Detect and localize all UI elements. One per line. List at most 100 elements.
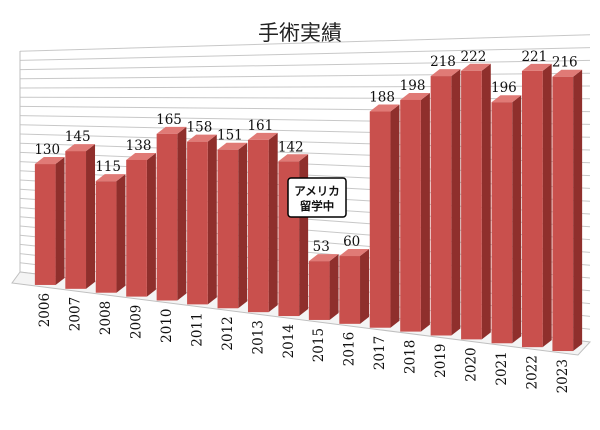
gridline	[19, 96, 591, 100]
gridline	[19, 85, 591, 89]
tick-label-2009: 2009	[129, 305, 145, 339]
bar-side	[420, 92, 430, 332]
bar-side	[116, 174, 126, 293]
tick-label-2012: 2012	[220, 316, 236, 350]
bar-side	[451, 69, 461, 336]
bar-2010	[156, 126, 187, 301]
bar-front	[217, 149, 239, 309]
value-label-2021: 196	[491, 80, 517, 96]
bar-top	[126, 152, 156, 160]
bar-2016	[339, 249, 370, 324]
chart-bars	[34, 63, 583, 352]
value-label-2010: 165	[156, 112, 182, 128]
gridline	[19, 72, 591, 80]
tick-label-2021: 2021	[494, 351, 510, 385]
bar-side	[177, 126, 187, 301]
annotation-frame	[287, 177, 347, 218]
tick-label-2014: 2014	[281, 324, 297, 358]
tick-label-2018: 2018	[403, 340, 419, 374]
bar-front	[308, 261, 330, 320]
bar-top	[552, 69, 583, 77]
bar-side	[573, 69, 583, 352]
tick-label-2020: 2020	[463, 347, 479, 381]
tick-label-2008: 2008	[98, 301, 114, 335]
bar-2019	[430, 69, 461, 336]
bar-front	[65, 151, 87, 289]
bar-side	[207, 134, 217, 305]
value-label-2006: 130	[34, 142, 60, 158]
bar-front	[187, 141, 208, 305]
value-label-2014: 142	[278, 139, 304, 155]
bar-2007	[65, 144, 96, 289]
bar-top	[339, 249, 370, 257]
value-label-2020: 222	[461, 49, 487, 65]
annotation-line: 留学中	[300, 199, 335, 213]
bar-front	[491, 102, 513, 344]
gridline	[19, 34, 591, 52]
value-label-2019: 218	[430, 54, 456, 70]
bar-2009	[126, 152, 156, 297]
value-label-2009: 138	[126, 138, 152, 154]
tick-label-2022: 2022	[524, 355, 540, 389]
value-label-2013: 161	[247, 118, 273, 134]
bar-top	[491, 95, 522, 103]
bar-front	[247, 139, 269, 313]
bar-side	[390, 104, 400, 328]
bar-top	[369, 104, 400, 112]
bar-front	[95, 181, 117, 293]
bar-2020	[461, 63, 491, 340]
bar-side	[55, 157, 65, 285]
bar-2017	[369, 104, 400, 328]
bar-2012	[217, 142, 248, 309]
value-label-2018: 198	[400, 78, 426, 94]
bar-2022	[521, 63, 552, 348]
bar-top	[278, 154, 309, 162]
bar-2013	[247, 132, 278, 313]
bar-front	[461, 70, 482, 340]
bar-top	[217, 142, 248, 150]
bar-side	[238, 142, 248, 309]
bar-front	[430, 76, 452, 336]
tick-label-2006: 2006	[37, 293, 53, 327]
bar-side	[360, 249, 370, 324]
value-label-2023: 216	[552, 55, 578, 71]
bar-top	[247, 132, 278, 140]
value-label-2015: 53	[313, 239, 330, 255]
bar-front	[400, 99, 421, 332]
tick-label-2011: 2011	[189, 312, 205, 346]
value-label-2008: 115	[95, 159, 121, 175]
bar-2008	[95, 174, 126, 293]
bar-2006	[34, 157, 65, 285]
gridline	[19, 47, 591, 61]
value-label-2022: 221	[521, 49, 547, 65]
value-label-2016: 60	[343, 234, 360, 250]
tick-label-2016: 2016	[342, 332, 358, 366]
tick-label-2023: 2023	[555, 359, 571, 393]
bar-front	[34, 164, 56, 285]
tick-label-2010: 2010	[159, 309, 175, 343]
chart-tick-labels: 2006 2007 2008 2009 2010 2011 2012 2013 2014 2015…	[37, 293, 571, 393]
bar-side	[329, 254, 339, 320]
bar-side	[542, 63, 552, 348]
bar-top	[156, 126, 187, 134]
tick-label-2019: 2019	[433, 344, 449, 378]
bar-2011	[187, 134, 217, 305]
bar-top	[65, 144, 96, 152]
bar-side	[146, 152, 156, 297]
bar-2021	[491, 95, 522, 344]
bar-top	[34, 157, 65, 165]
tick-label-2015: 2015	[311, 328, 327, 362]
bar-top	[430, 69, 461, 77]
value-label-2011: 158	[187, 120, 213, 136]
bar-2015	[308, 254, 339, 320]
bar-top	[521, 63, 552, 71]
bar-top	[95, 174, 126, 182]
bar-top	[461, 63, 491, 71]
bar-front	[521, 70, 543, 348]
bar-front	[339, 256, 361, 324]
bar-front	[552, 76, 574, 352]
annotation-line: アメリカ	[294, 184, 339, 198]
